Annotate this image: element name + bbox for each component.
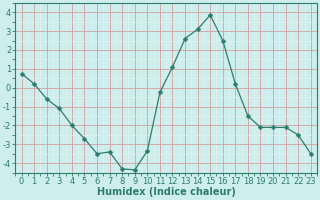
- X-axis label: Humidex (Indice chaleur): Humidex (Indice chaleur): [97, 187, 236, 197]
